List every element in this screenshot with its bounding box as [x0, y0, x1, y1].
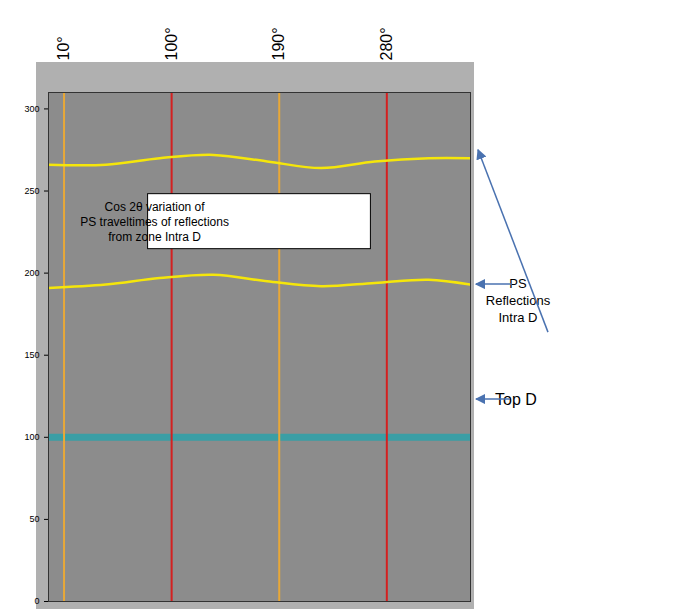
svg-text:Top D: Top D [495, 391, 537, 408]
svg-text:from zone Intra D: from zone Intra D [108, 230, 201, 244]
svg-text:150: 150 [24, 350, 39, 360]
svg-text:Cos 2θ variation of: Cos 2θ variation of [105, 200, 206, 214]
svg-text:190°: 190° [270, 27, 287, 60]
svg-text:100°: 100° [163, 27, 180, 60]
svg-text:200: 200 [24, 268, 39, 278]
svg-text:Intra D: Intra D [498, 310, 537, 325]
svg-text:300: 300 [24, 104, 39, 114]
svg-text:PS: PS [509, 276, 527, 292]
svg-text:Reflections: Reflections [486, 293, 551, 308]
svg-text:250: 250 [24, 186, 39, 196]
svg-text:50: 50 [29, 514, 39, 524]
svg-text:280°: 280° [378, 27, 395, 60]
svg-text:100: 100 [24, 432, 39, 442]
svg-text:10°: 10° [55, 36, 72, 60]
svg-text:PS traveltimes of reflections: PS traveltimes of reflections [80, 215, 229, 229]
svg-text:0: 0 [34, 596, 39, 606]
